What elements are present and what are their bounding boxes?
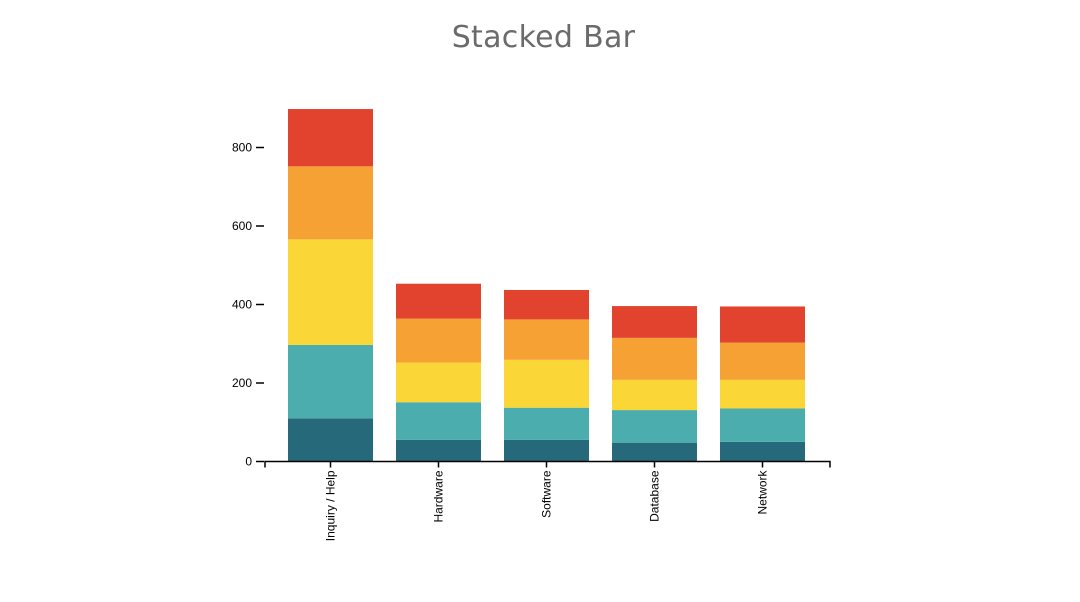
chart-title: Stacked Bar (451, 20, 636, 55)
y-tick-label: 400 (232, 298, 252, 312)
x-axis-line (264, 460, 831, 468)
bar-segment (720, 408, 805, 442)
x-tick-label: Network (756, 470, 770, 515)
bar-segment (720, 379, 805, 409)
bar-segment (288, 344, 373, 419)
y-tick-label: 600 (232, 219, 252, 233)
bar-segment (396, 439, 481, 462)
bar-segment (504, 319, 589, 360)
bar-segment (288, 418, 373, 462)
bar-segment (396, 318, 481, 363)
x-tick-label: Database (648, 470, 662, 522)
bar-segment (288, 109, 373, 167)
bar-segment (612, 379, 697, 411)
bar-segment (288, 166, 373, 240)
bar-segment (504, 439, 589, 462)
bar-segment (504, 407, 589, 440)
x-tick-label: Software (540, 470, 554, 518)
bars-layer (288, 109, 805, 462)
bar-segment (504, 289, 589, 320)
bar-segment (396, 402, 481, 440)
x-axis: Inquiry / Help Hardware Software Database Ne… (264, 460, 831, 541)
y-tick-label: 0 (245, 455, 252, 469)
bar-segment (612, 337, 697, 380)
bar-segment (396, 283, 481, 319)
bar-segment (612, 306, 697, 338)
bar-segment (720, 342, 805, 380)
bar-segment (720, 306, 805, 343)
x-tick-label: Hardware (432, 470, 446, 522)
bar-segment (504, 359, 589, 408)
x-tick-label: Inquiry / Help (324, 470, 338, 541)
y-tick-label: 800 (232, 141, 252, 155)
y-axis: 0 200 400 600 800 (232, 141, 264, 469)
bar-segment (720, 441, 805, 462)
bar-segment (288, 239, 373, 345)
bar-segment (396, 362, 481, 403)
y-tick-label: 200 (232, 376, 252, 390)
bar-segment (612, 410, 697, 443)
bar-segment (612, 442, 697, 462)
